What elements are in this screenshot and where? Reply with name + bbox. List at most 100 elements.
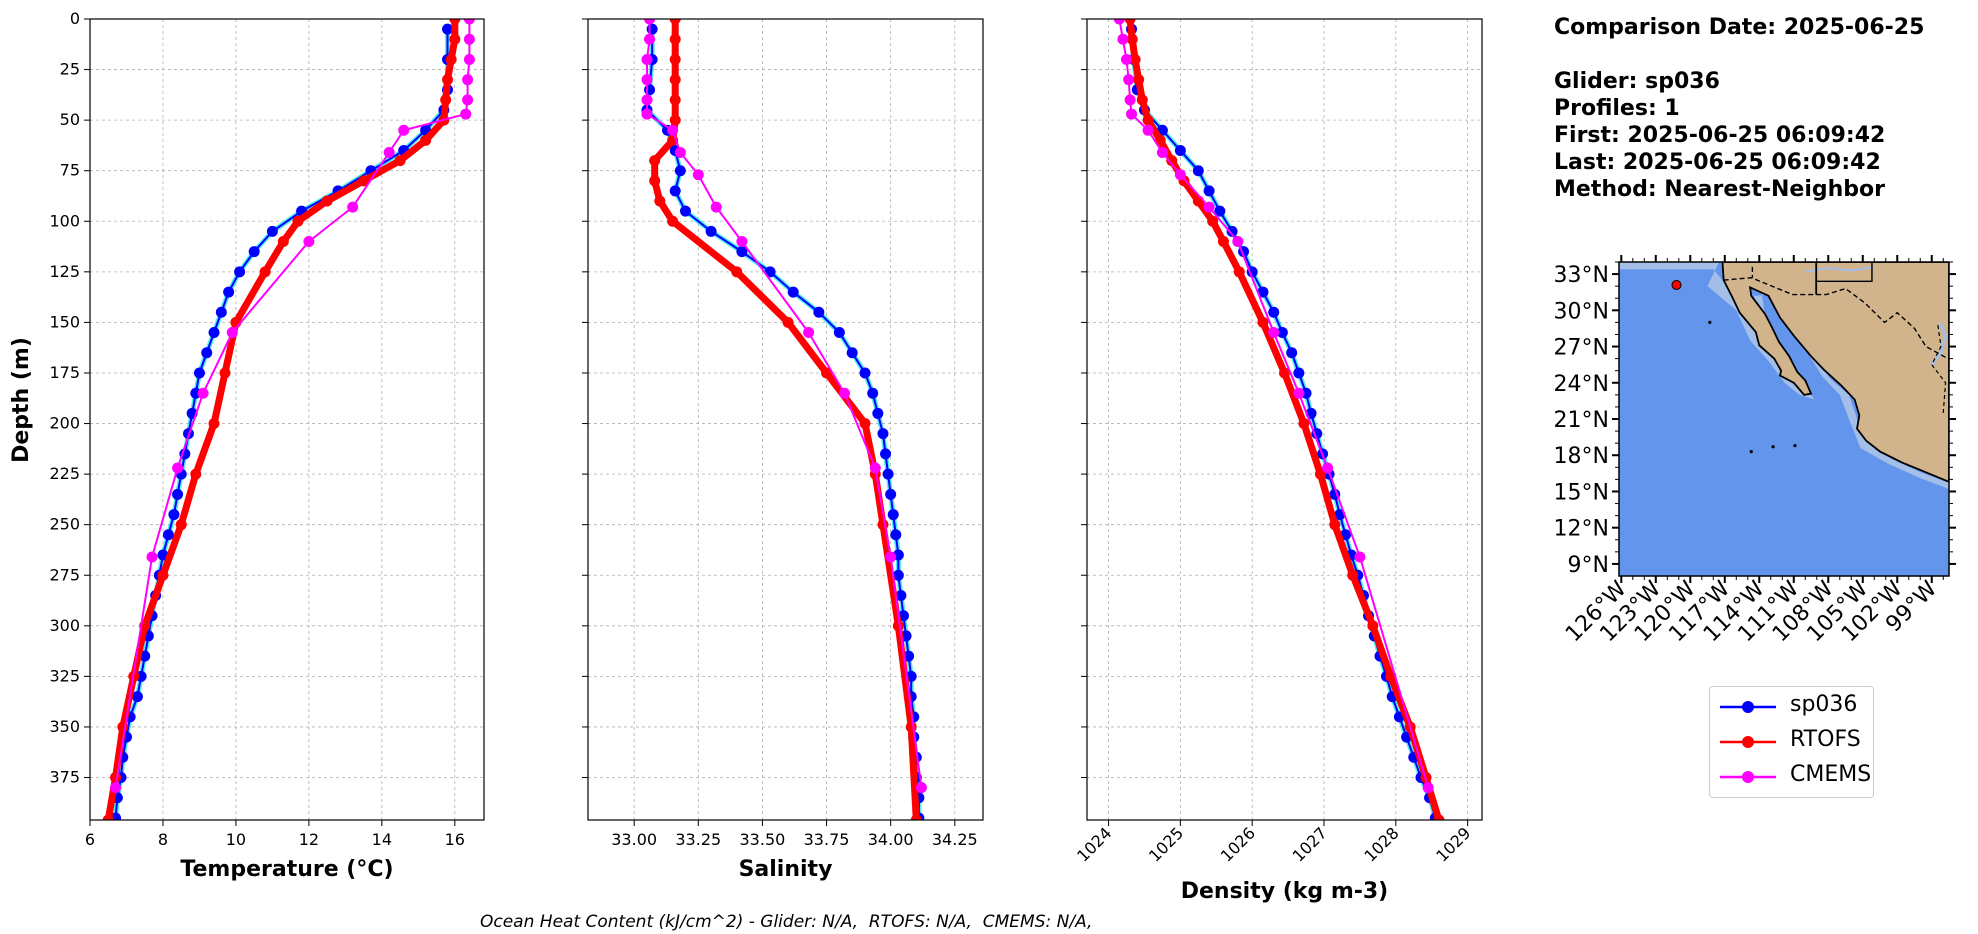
data-point-sp036 [669, 185, 681, 197]
first-time: First: 2025-06-25 06:09:42 [1554, 123, 1886, 148]
data-point-cmems [463, 53, 475, 65]
legend-label: RTOFS [1790, 727, 1861, 752]
data-point-rtofs [782, 316, 794, 328]
data-point-sp036 [234, 266, 246, 278]
data-point-rtofs [175, 519, 187, 531]
y-tick-label: 375 [49, 768, 80, 787]
data-point-sp036 [131, 691, 143, 703]
data-point-cmems [644, 19, 656, 25]
map-content [1619, 262, 1949, 576]
data-point-rtofs [1126, 33, 1138, 45]
data-point-cmems [383, 147, 395, 158]
last-time: Last: 2025-06-25 06:09:42 [1554, 150, 1881, 175]
data-point-rtofs [449, 33, 461, 45]
axes-frame [587, 18, 984, 821]
x-tick-label: 6 [85, 830, 95, 849]
data-point-rtofs [910, 814, 922, 820]
data-point-cmems [1174, 169, 1186, 181]
lat-tick-label: 30°N [1554, 299, 1609, 324]
data-point-cmems [736, 236, 748, 247]
x-tick-label: 10 [226, 830, 246, 849]
data-point-cmems [641, 94, 653, 106]
data-point-cmems [1203, 201, 1215, 213]
data-point-sp036 [201, 347, 213, 359]
island [1708, 320, 1712, 324]
legend-item-cmems: CMEMS [1718, 761, 1872, 791]
data-point-cmems [641, 53, 653, 65]
data-point-cmems [172, 462, 184, 474]
x-tick-label: 1027 [1289, 823, 1331, 865]
y-tick-label: 250 [49, 515, 80, 534]
border [1816, 262, 1873, 283]
data-point-cmems [915, 782, 927, 794]
data-point-cmems [674, 147, 686, 158]
data-point-sp036 [1214, 205, 1226, 217]
data-point-rtofs [440, 94, 452, 106]
y-axis-label: Depth (m) [9, 337, 34, 463]
y-tick-label: 125 [49, 262, 80, 281]
data-point-rtofs [1192, 195, 1204, 207]
x-tick-label: 33.00 [611, 830, 657, 849]
lat-tick-label: 12°N [1554, 517, 1609, 542]
data-point-cmems [197, 387, 209, 399]
data-point-cmems [1142, 124, 1154, 136]
data-point-cmems [641, 108, 653, 120]
island [1793, 443, 1797, 448]
legend: sp036 RTOFS CMEMS [1709, 686, 1874, 798]
ocean-heat-content-note: Ocean Heat Content (kJ/cm^2) - Glider: N… [480, 912, 1093, 932]
x-tick-label: 33.75 [804, 830, 850, 849]
data-point-sp036 [813, 306, 825, 318]
data-point-rtofs [669, 94, 681, 106]
info-panel: Comparison Date: 2025-06-25 Glider: sp03… [1554, 14, 1924, 203]
series-group [1113, 19, 1445, 820]
data-point-rtofs [394, 155, 406, 167]
comparison-date: Comparison Date: 2025-06-25 [1554, 15, 1925, 40]
data-point-cmems [110, 782, 122, 794]
axes-frame [1086, 18, 1483, 821]
data-point-sp036 [882, 468, 894, 480]
data-point-sp036 [646, 23, 658, 35]
data-point-rtofs [321, 195, 333, 207]
spacer [1554, 41, 1924, 68]
data-point-rtofs [1367, 620, 1379, 632]
island [1771, 445, 1775, 449]
data-point-cmems [869, 462, 881, 474]
density-panel: 1024 1025 1026 1027 1028 1029 Density (kg m-3) [1073, 18, 1483, 904]
x-tick-label: 1026 [1217, 823, 1259, 865]
data-point-sp036 [168, 509, 180, 521]
data-point-sp036 [887, 509, 899, 521]
data-point-sp036 [846, 347, 858, 359]
data-point-rtofs [190, 468, 202, 480]
x-tick-label: 1024 [1073, 823, 1115, 865]
lat-tick-label: 15°N [1554, 480, 1609, 505]
lat-tick-label: 33°N [1554, 263, 1609, 288]
x-tick-label: 34.00 [868, 830, 914, 849]
data-point-sp036 [215, 306, 227, 318]
data-point-cmems [1126, 108, 1138, 120]
data-point-sp036 [880, 448, 892, 460]
x-tick-label: 8 [158, 830, 168, 849]
data-point-cmems [1156, 147, 1168, 158]
legend-label: CMEMS [1790, 762, 1872, 787]
legend-label: sp036 [1790, 692, 1858, 717]
data-point-rtofs [649, 155, 661, 167]
data-point-rtofs [877, 519, 889, 531]
data-point-sp036 [877, 428, 889, 440]
data-point-cmems [1354, 551, 1366, 563]
data-point-sp036 [644, 84, 656, 96]
data-point-rtofs [420, 134, 432, 146]
data-point-sp036 [1192, 165, 1204, 177]
data-point-rtofs [905, 721, 917, 733]
data-point-cmems [460, 108, 472, 120]
data-point-sp036 [266, 225, 278, 237]
x-axis-label: Salinity [739, 857, 833, 882]
series-line-cmems [114, 19, 471, 788]
method: Method: Nearest-Neighbor [1554, 177, 1885, 202]
data-point-rtofs [1314, 468, 1326, 480]
y-tick-label: 50 [60, 110, 80, 129]
data-point-rtofs [821, 367, 833, 379]
data-point-rtofs [157, 569, 169, 581]
data-point-rtofs [1124, 19, 1136, 25]
data-point-rtofs [1129, 53, 1141, 65]
